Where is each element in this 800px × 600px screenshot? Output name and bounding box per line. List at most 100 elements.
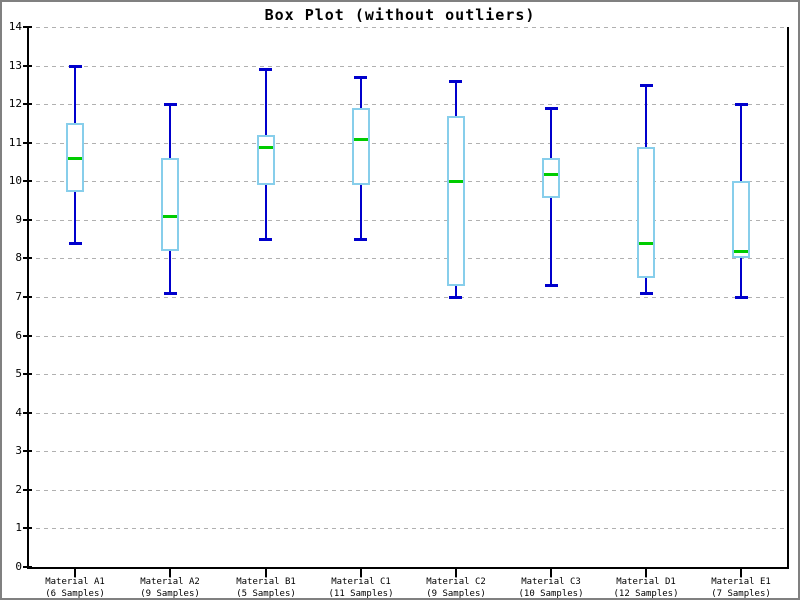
gridline-y-4 [28,413,787,414]
category-sublabel: (6 Samples) [45,589,105,599]
y-tick-label: 10 [8,174,22,187]
whisker-cap-bottom [164,292,177,295]
box-iqr [161,158,179,251]
whisker-cap-bottom [735,296,748,299]
box-iqr [637,147,655,278]
y-tick [23,489,32,491]
y-tick [23,296,32,298]
x-tick [740,569,742,577]
y-tick-label: 13 [8,59,22,72]
whisker-cap-bottom [259,238,272,241]
y-tick [23,257,32,259]
y-tick-label: 5 [15,367,22,380]
y-tick-label: 8 [15,251,22,264]
whisker-cap-bottom [354,238,367,241]
gridline-y-5 [28,374,787,375]
gridline-y-9 [28,220,787,221]
y-tick-label: 14 [8,20,22,33]
y-tick-label: 12 [8,97,22,110]
y-tick-label: 0 [15,560,22,573]
y-tick-label: 7 [15,290,22,303]
category-sublabel: (10 Samples) [518,589,584,599]
x-tick [645,569,647,577]
median-line [639,242,653,245]
x-tick [265,569,267,577]
category-label: Material C2 [426,577,486,587]
gridline-y-11 [28,143,787,144]
whisker-cap-top [164,103,177,106]
x-tick [455,569,457,577]
category-label: Material D1 [616,577,676,587]
y-tick [23,26,32,28]
whisker-cap-bottom [449,296,462,299]
box-iqr [447,116,465,286]
gridline-y-2 [28,490,787,491]
category-label: Material B1 [236,577,296,587]
x-tick [360,569,362,577]
category-sublabel: (12 Samples) [613,589,679,599]
whisker-cap-bottom [640,292,653,295]
gridline-y-8 [28,258,787,259]
box-iqr [732,181,750,258]
chart-title: Box Plot (without outliers) [264,6,536,24]
category-sublabel: (7 Samples) [711,589,771,599]
x-axis-line [27,567,789,569]
y-tick [23,450,32,452]
y-tick [23,566,32,568]
whisker-cap-top [449,80,462,83]
median-line [354,138,368,141]
whisker-cap-top [545,107,558,110]
x-tick [169,569,171,577]
box-iqr [352,108,370,185]
category-label: Material C3 [521,577,581,587]
y-tick-label: 9 [15,213,22,226]
category-label: Material E1 [711,577,771,587]
y-tick-label: 4 [15,406,22,419]
gridline-y-14 [28,27,787,28]
y-tick [23,412,32,414]
y-tick [23,373,32,375]
median-line [259,146,273,149]
category-sublabel: (9 Samples) [140,589,200,599]
gridline-y-13 [28,66,787,67]
whisker-cap-top [354,76,367,79]
category-sublabel: (5 Samples) [236,589,296,599]
median-line [449,180,463,183]
gridline-y-3 [28,451,787,452]
category-label: Material A1 [45,577,105,587]
box-iqr [542,158,560,198]
box-iqr [257,135,275,185]
gridline-y-10 [28,181,787,182]
gridline-y-12 [28,104,787,105]
median-line [734,250,748,253]
median-line [544,173,558,176]
y-tick-label: 2 [15,483,22,496]
whisker-cap-bottom [545,284,558,287]
y-tick [23,335,32,337]
gridline-y-6 [28,336,787,337]
y-tick-label: 6 [15,329,22,342]
median-line [163,215,177,218]
gridline-y-1 [28,528,787,529]
median-line [68,157,82,160]
category-label: Material C1 [331,577,391,587]
y-tick [23,65,32,67]
y-tick [23,103,32,105]
y-tick [23,219,32,221]
x-tick [550,569,552,577]
category-sublabel: (9 Samples) [426,589,486,599]
whisker-cap-bottom [69,242,82,245]
category-sublabel: (11 Samples) [328,589,394,599]
whisker-cap-top [735,103,748,106]
gridline-y-7 [28,297,787,298]
y-tick [23,180,32,182]
y-tick-label: 3 [15,444,22,457]
x-tick [74,569,76,577]
whisker-cap-top [259,68,272,71]
right-frame-line [787,27,789,569]
category-label: Material A2 [140,577,200,587]
whisker-cap-top [69,65,82,68]
y-tick [23,142,32,144]
y-tick-label: 11 [8,136,22,149]
